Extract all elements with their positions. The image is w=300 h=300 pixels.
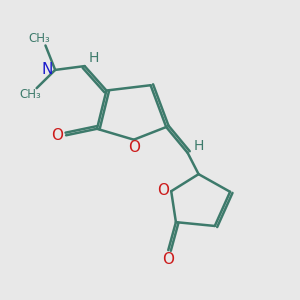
Text: O: O [157,183,169,198]
Text: CH₃: CH₃ [19,88,41,101]
Text: N: N [41,62,53,77]
Text: O: O [162,252,174,267]
Text: O: O [51,128,63,143]
Text: O: O [128,140,140,155]
Text: CH₃: CH₃ [28,32,50,46]
Text: H: H [88,51,99,65]
Text: H: H [194,139,204,153]
